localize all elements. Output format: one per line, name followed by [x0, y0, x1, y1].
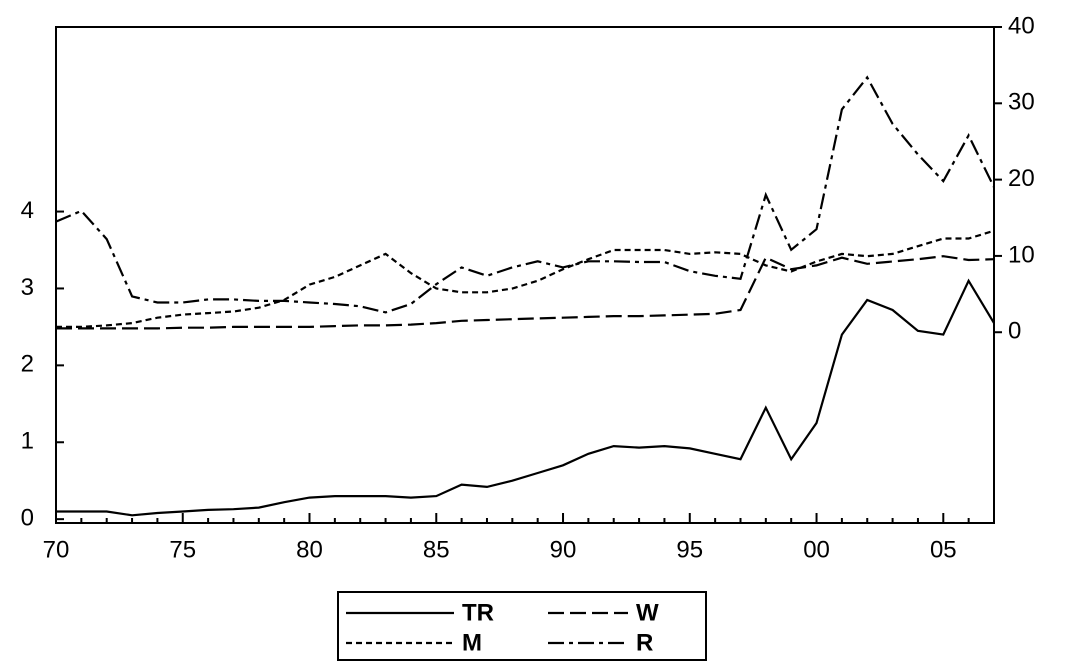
- x-tick-label: 95: [676, 536, 703, 563]
- y-tick-label: 2: [21, 351, 34, 378]
- y-tick-label: 3: [21, 274, 34, 301]
- series-line: [55, 75, 995, 314]
- x-tick-label: 70: [43, 536, 70, 563]
- legend-label: M: [462, 629, 482, 656]
- x-tick-label: 75: [169, 536, 196, 563]
- y2-tick-label: 20: [1008, 165, 1035, 192]
- series-line: [56, 229, 995, 328]
- series-line: [56, 255, 995, 330]
- legend-label: TR: [462, 599, 494, 626]
- x-tick-label: 80: [296, 536, 323, 563]
- y2-tick-label: 0: [1008, 318, 1021, 345]
- y2-tick-label: 10: [1008, 241, 1035, 268]
- x-tick-label: 85: [423, 536, 450, 563]
- x-tick-label: 05: [930, 536, 957, 563]
- x-tick-label: 00: [803, 536, 830, 563]
- y2-tick-label: 40: [1008, 12, 1035, 39]
- series-line: [56, 278, 995, 517]
- y2-tick-label: 30: [1008, 89, 1035, 116]
- legend-box: [337, 591, 707, 661]
- x-tick-label: 90: [550, 536, 577, 563]
- y-tick-label: 4: [21, 197, 34, 224]
- plot-frame: [55, 26, 995, 524]
- y-tick-label: 1: [21, 428, 34, 455]
- legend-label: R: [636, 629, 653, 656]
- y-tick-label: 0: [21, 504, 34, 531]
- legend-label: W: [636, 599, 659, 626]
